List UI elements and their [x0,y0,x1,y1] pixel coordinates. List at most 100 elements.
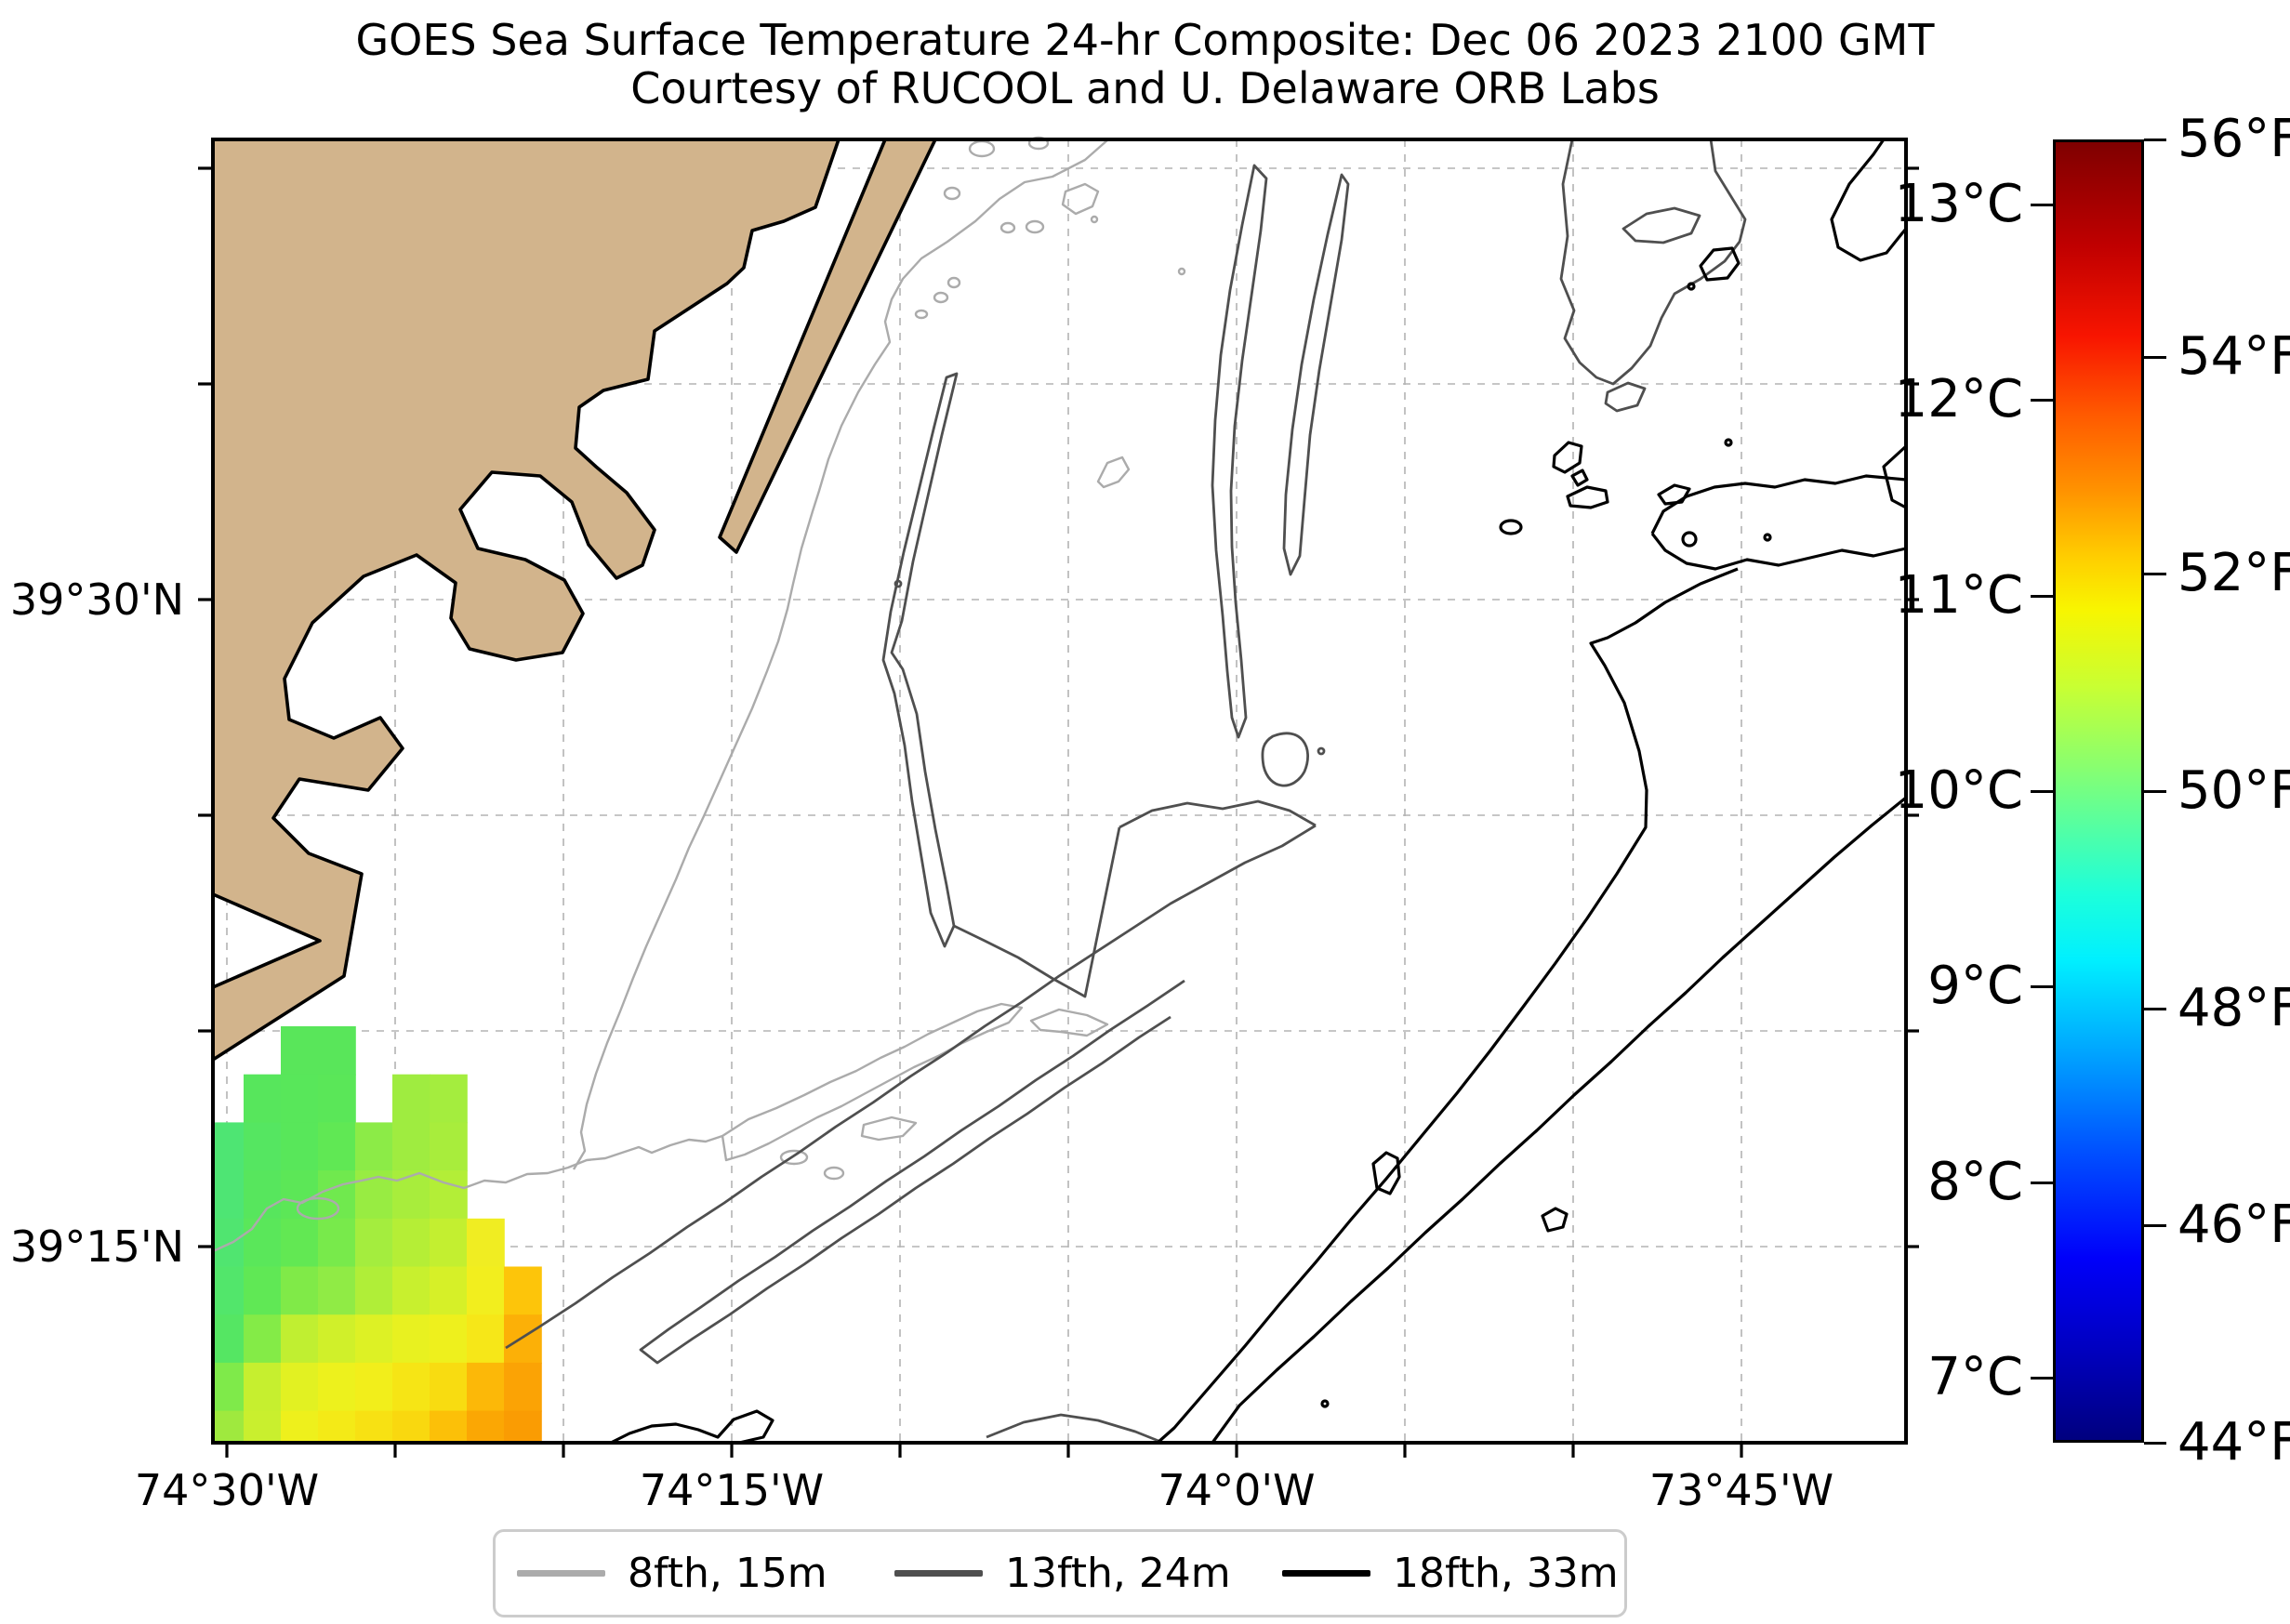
sst-cell [213,1266,245,1315]
sst-cell [430,1074,468,1124]
colorbar-celsius-label: 9°C [1927,956,2023,1016]
sst-cell [213,1170,245,1220]
colorbar-fahrenheit-label: 44°F [2177,1412,2290,1472]
sst-cell [318,1266,356,1315]
colorbar-celsius-tick [2031,1182,2053,1184]
colorbar-fahrenheit-tick [2144,1442,2166,1445]
y-tick-label: 39°30'N [9,574,184,625]
sst-cell [355,1314,393,1364]
sst-cell [355,1266,393,1315]
map-subtitle: Courtesy of RUCOOL and U. Delaware ORB L… [630,63,1660,113]
colorbar-fahrenheit-tick [2144,1008,2166,1010]
sst-cell [318,1362,356,1412]
colorbar-celsius-label: 12°C [1894,369,2023,429]
sst-cell [244,1314,282,1364]
legend-entry: 13fth, 24m [894,1532,1231,1615]
sst-cell [430,1122,468,1171]
colorbar-celsius-tick [2031,985,2053,988]
legend-entry: 18fth, 33m [1282,1532,1619,1615]
sst-raster-patch [213,1026,542,1443]
sst-cell [430,1314,468,1364]
sst-cell [213,1314,245,1364]
sst-cell [281,1074,319,1124]
sst-cell [318,1218,356,1268]
sst-cell [213,1362,245,1412]
colorbar-fahrenheit-tick [2144,356,2166,359]
colorbar-fahrenheit-label: 56°F [2177,109,2290,169]
land-polygon [211,138,937,1062]
map-title: GOES Sea Surface Temperature 24-hr Compo… [355,15,1935,65]
colorbar-celsius-tick [2031,399,2053,402]
sst-cell [467,1314,505,1364]
sst-cell [504,1410,542,1443]
colorbar-celsius-label: 10°C [1894,760,2023,821]
x-tick-label: 74°30'W [134,1465,320,1515]
sst-cell [392,1074,430,1124]
colorbar-celsius-label: 7°C [1927,1347,2023,1407]
sst-cell [318,1314,356,1364]
colorbar-celsius-tick [2031,1377,2053,1380]
temperature-colorbar [2053,139,2144,1443]
colorbar-celsius-tick [2031,595,2053,598]
map-area [198,136,1919,1458]
sst-cell [244,1218,282,1268]
sst-cell [430,1170,468,1220]
sst-cell [504,1266,542,1315]
sst-cell [430,1266,468,1315]
legend-label: 18fth, 33m [1393,1550,1619,1597]
colorbar-fahrenheit-label: 50°F [2177,760,2290,821]
sst-cell [392,1266,430,1315]
x-tick-label: 73°45'W [1648,1465,1834,1515]
colorbar-fahrenheit-tick [2144,1224,2166,1227]
mainland-new-jersey [211,138,841,1062]
colorbar-fahrenheit-tick [2144,139,2166,141]
map-canvas [198,136,1919,1458]
sst-cell [281,1170,319,1220]
sst-cell [281,1026,319,1076]
sst-cell [281,1122,319,1171]
colorbar-celsius-label: 8°C [1927,1152,2023,1212]
sst-cell [281,1314,319,1364]
sst-cell [244,1170,282,1220]
colorbar-celsius-tick [2031,790,2053,793]
sst-cell [244,1266,282,1315]
legend-line-swatch [1282,1570,1370,1577]
isobath-13fth-paths [505,138,1747,1445]
sst-cell [355,1122,393,1171]
sst-cell [244,1410,282,1443]
sst-cell [244,1122,282,1171]
legend-line-swatch [894,1570,983,1577]
isobath-8fth-paths [212,136,1186,1253]
sst-cell [392,1410,430,1443]
colorbar-celsius-label: 11°C [1894,565,2023,626]
x-tick-label: 74°15'W [639,1465,825,1515]
sst-cell [355,1362,393,1412]
colorbar-celsius-label: 13°C [1894,174,2023,234]
colorbar-fahrenheit-tick [2144,790,2166,793]
isobath-18fth-paths [610,139,1908,1445]
sst-cell [392,1314,430,1364]
sst-cell [504,1362,542,1412]
sst-cell [392,1122,430,1171]
sst-cell [467,1362,505,1412]
axis-ticks [198,166,1919,1458]
colorbar-fahrenheit-label: 48°F [2177,978,2290,1038]
sst-cell [392,1170,430,1220]
sst-cell [355,1410,393,1443]
sst-cell [281,1218,319,1268]
sst-cell [430,1410,468,1443]
sst-cell [244,1074,282,1124]
sst-cell [467,1410,505,1443]
colorbar-fahrenheit-label: 46°F [2177,1195,2290,1255]
sst-cell [430,1362,468,1412]
sst-cell [281,1266,319,1315]
sst-cell [213,1410,245,1443]
colorbar-fahrenheit-tick [2144,573,2166,575]
sst-cell [318,1410,356,1443]
map-border [211,138,1908,1445]
sst-cell [355,1218,393,1268]
sst-cell [504,1314,542,1364]
sst-cell [392,1362,430,1412]
colorbar-celsius-tick [2031,204,2053,206]
isobath-legend: 8fth, 15m 13fth, 24m 18fth, 33m [493,1529,1627,1617]
